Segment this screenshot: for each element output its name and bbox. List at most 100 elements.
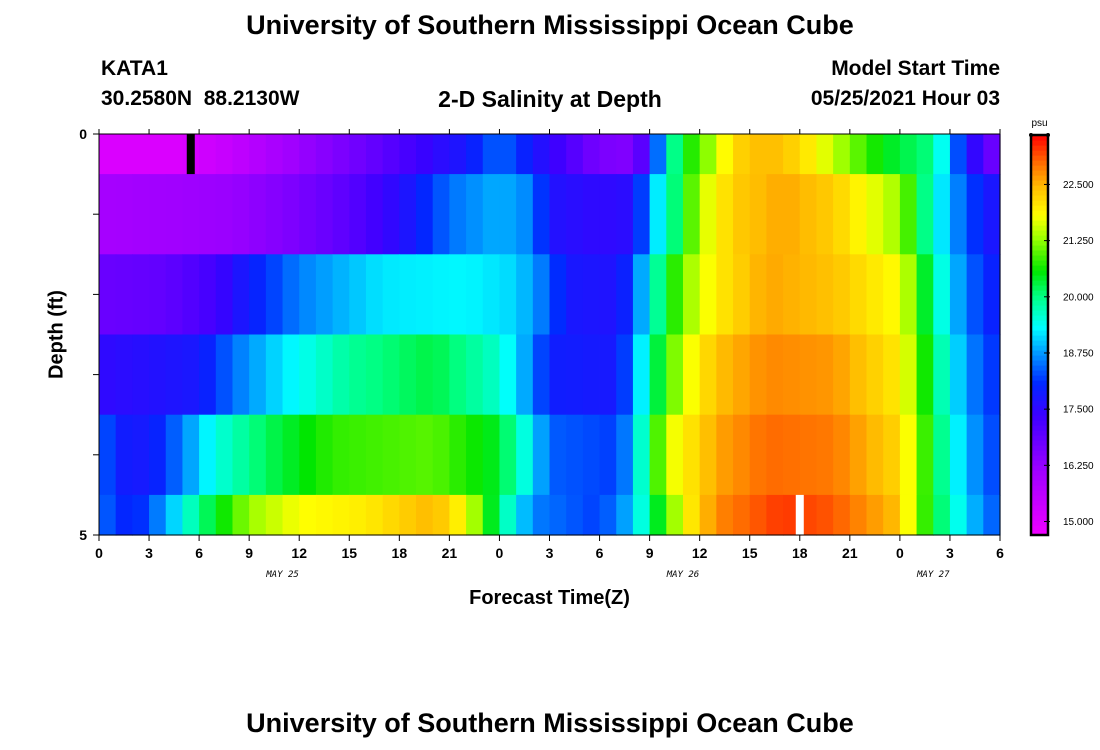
heat-cell xyxy=(149,174,167,255)
heat-cell xyxy=(499,494,517,536)
heat-cell xyxy=(399,254,417,336)
heat-cell xyxy=(566,134,584,175)
heat-cell xyxy=(249,494,267,536)
heat-cell xyxy=(632,334,651,416)
heat-cell xyxy=(449,254,467,336)
heat-cell xyxy=(349,334,367,416)
heat-cell xyxy=(215,254,234,336)
heat-cell xyxy=(165,494,184,536)
colorbar-segment xyxy=(1031,285,1048,291)
heat-cell xyxy=(833,414,851,496)
colorbar-tick-label: 15.000 xyxy=(1063,517,1094,528)
heat-cell xyxy=(249,134,267,175)
heat-cell xyxy=(449,334,467,416)
heat-cell xyxy=(749,254,768,336)
colorbar-segment xyxy=(1031,365,1048,371)
heat-cell xyxy=(966,334,984,416)
colorbar-segment xyxy=(1031,370,1048,376)
x-tick-label: 0 xyxy=(95,545,103,561)
heat-cell xyxy=(966,254,984,336)
x-date-label: MAY 26 xyxy=(666,570,700,580)
heat-cell xyxy=(349,414,367,496)
colorbar-segment xyxy=(1031,340,1048,346)
heat-cell xyxy=(966,414,984,496)
heat-cell xyxy=(549,174,567,255)
colorbar-segment xyxy=(1031,525,1048,531)
colorbar-segment xyxy=(1031,305,1048,311)
colorbar-segment xyxy=(1031,290,1048,296)
heat-cell xyxy=(783,334,801,416)
heat-cell xyxy=(132,334,150,416)
heat-cell xyxy=(265,254,284,336)
heat-cell xyxy=(766,254,784,336)
heat-cell xyxy=(833,494,851,536)
heat-cell xyxy=(466,174,484,255)
heat-cell xyxy=(499,174,517,255)
heat-cell xyxy=(282,414,300,496)
heat-cell xyxy=(299,494,317,536)
colorbar-tick-label: 17.500 xyxy=(1063,405,1094,416)
heat-cell xyxy=(516,494,534,536)
heat-cell xyxy=(566,174,584,255)
heat-cell xyxy=(349,254,367,336)
heat-cell xyxy=(299,254,317,336)
heat-cell xyxy=(866,134,884,175)
heatmap-marker xyxy=(186,134,195,175)
heat-cell xyxy=(799,254,818,336)
heat-cell xyxy=(816,134,834,175)
colorbar-segment xyxy=(1031,490,1048,496)
colorbar-segment xyxy=(1031,385,1048,391)
heat-cell xyxy=(716,334,734,416)
heat-cell xyxy=(282,134,300,175)
heat-cell xyxy=(816,174,834,255)
heat-cell xyxy=(466,414,484,496)
heat-cell xyxy=(682,494,701,536)
heat-cell xyxy=(599,414,617,496)
heat-cell xyxy=(799,134,818,175)
heat-cell xyxy=(315,174,334,255)
x-tick-label: 18 xyxy=(792,545,808,561)
heat-cell xyxy=(282,494,300,536)
heat-cell xyxy=(632,254,651,336)
heat-cell xyxy=(616,254,634,336)
heat-cell xyxy=(899,414,918,496)
heat-cell xyxy=(416,494,434,536)
colorbar-segment xyxy=(1031,265,1048,271)
heat-cell xyxy=(682,134,701,175)
heat-cell xyxy=(182,494,200,536)
colorbar-unit-label: psu xyxy=(1031,118,1047,129)
heat-cell xyxy=(265,334,284,416)
heat-cell xyxy=(532,174,551,255)
heat-cell xyxy=(249,174,267,255)
heat-cell xyxy=(883,134,901,175)
heat-cell xyxy=(582,414,601,496)
heat-cell xyxy=(399,414,417,496)
heat-cell xyxy=(332,334,350,416)
heat-cell xyxy=(799,414,818,496)
heat-cell xyxy=(616,414,634,496)
heat-cell xyxy=(666,334,684,416)
colorbar-segment xyxy=(1031,530,1048,536)
heat-cell xyxy=(315,254,334,336)
colorbar-segment xyxy=(1031,280,1048,286)
colorbar-segment xyxy=(1031,520,1048,526)
heat-cell xyxy=(733,414,751,496)
heat-cell xyxy=(199,134,217,175)
x-tick-label: 9 xyxy=(646,545,654,561)
heat-cell xyxy=(749,134,768,175)
heat-cell xyxy=(199,334,217,416)
heat-cell xyxy=(616,174,634,255)
heat-cell xyxy=(716,254,734,336)
heat-cell xyxy=(149,414,167,496)
x-tick-label: 6 xyxy=(596,545,604,561)
heat-cell xyxy=(232,134,250,175)
colorbar-segment xyxy=(1031,440,1048,446)
heat-cell xyxy=(749,174,768,255)
heat-cell xyxy=(766,414,784,496)
colorbar-segment xyxy=(1031,450,1048,456)
model-start-label: Model Start Time xyxy=(831,57,1000,80)
heat-cell xyxy=(149,134,167,175)
colorbar-segment xyxy=(1031,195,1048,201)
heat-cell xyxy=(399,494,417,536)
heat-cell xyxy=(733,254,751,336)
